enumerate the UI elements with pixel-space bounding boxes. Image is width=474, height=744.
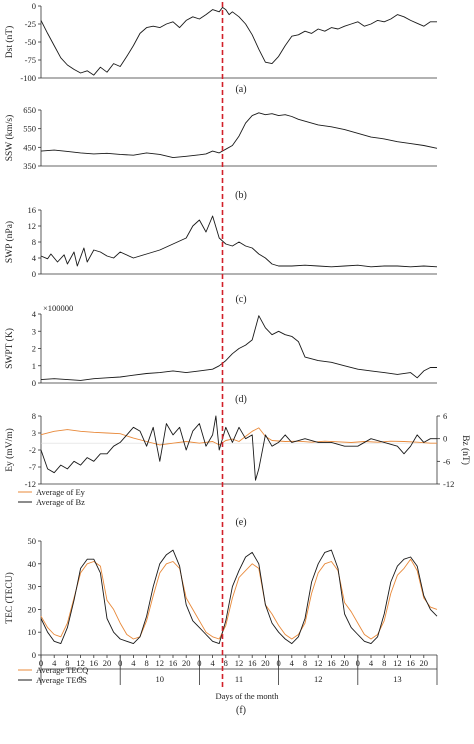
day-label: 12 — [314, 674, 323, 684]
y-tick-label: -75 — [25, 55, 36, 65]
legend-entry: Average TECS — [36, 675, 87, 685]
y-tick-label: 50 — [28, 536, 37, 546]
y-tick-label: -100 — [20, 73, 36, 83]
y-axis-label: TEC (TECU) — [4, 572, 15, 623]
y-axis-label: Dst (nT) — [4, 26, 15, 58]
x-tick-label: 16 — [90, 658, 99, 668]
x-tick-label: 4 — [369, 658, 374, 668]
x-tick-label: 20 — [340, 658, 349, 668]
y-tick-label: -2 — [29, 445, 36, 455]
panel-caption: (d) — [235, 394, 247, 405]
x-tick-label: 16 — [327, 658, 336, 668]
y-tick-label: 3 — [32, 428, 36, 438]
y-tick-label: 20 — [28, 604, 37, 614]
x-tick-label: 8 — [144, 658, 148, 668]
x-tick-label: 12 — [314, 658, 323, 668]
y-right-axis-label: Bz (nT) — [460, 435, 471, 465]
panel-caption: (c) — [235, 294, 246, 305]
y-tick-label: 650 — [23, 105, 36, 115]
x-tick-label: 8 — [303, 658, 307, 668]
series-line — [40, 549, 438, 645]
y-tick-label: -25 — [25, 19, 36, 29]
day-label: 11 — [235, 674, 243, 684]
y-tick-label: 0 — [32, 378, 36, 388]
series-line — [40, 112, 438, 159]
y-axis-label: Ey (mV/m) — [4, 428, 15, 472]
x-tick-label: 8 — [65, 658, 69, 668]
y-tick-label: 3 — [32, 326, 36, 336]
y-tick-label: 1 — [32, 361, 36, 371]
series-line — [40, 558, 438, 640]
scale-multiplier-label: ×100000 — [43, 303, 73, 313]
x-tick-label: 16 — [248, 658, 257, 668]
y-right-tick-label: -6 — [443, 456, 450, 466]
y-right-tick-label: 0 — [443, 434, 447, 444]
y-tick-label: 12 — [28, 221, 37, 231]
series-line — [40, 315, 437, 381]
y-tick-label: 8 — [32, 237, 36, 247]
y-axis-label: SWPT (K) — [4, 328, 15, 369]
x-tick-label: 12 — [156, 658, 165, 668]
y-tick-label: 16 — [28, 205, 37, 215]
y-tick-label: 550 — [23, 124, 36, 134]
legend-entry: Average of Bz — [36, 497, 85, 507]
y-axis-label: SSW (km/s) — [4, 115, 15, 162]
series-line — [40, 427, 437, 446]
x-tick-label: 20 — [420, 658, 429, 668]
series-line — [40, 215, 438, 268]
y-tick-label: 40 — [28, 559, 37, 569]
y-right-tick-label: -12 — [443, 479, 454, 489]
y-tick-label: 0 — [32, 650, 36, 660]
panel-caption: (b) — [235, 190, 247, 201]
y-tick-label: 10 — [28, 627, 37, 637]
x-tick-label: 4 — [131, 658, 136, 668]
panel-caption: (e) — [235, 517, 246, 528]
x-tick-label: 12 — [393, 658, 402, 668]
y-right-tick-label: 6 — [443, 411, 447, 421]
x-tick-label: 20 — [182, 658, 191, 668]
panel-caption: (a) — [235, 84, 246, 95]
y-tick-label: 30 — [28, 582, 37, 592]
x-tick-label: 4 — [52, 658, 57, 668]
series-line — [40, 415, 437, 481]
x-tick-label: 16 — [169, 658, 178, 668]
y-tick-label: 0 — [32, 1, 36, 11]
x-tick-label: 8 — [224, 658, 228, 668]
x-tick-label: 4 — [290, 658, 295, 668]
legend-entry: Average of Ey — [36, 487, 86, 497]
x-tick-label: 12 — [235, 658, 244, 668]
y-tick-label: -7 — [29, 462, 36, 472]
day-label: 9 — [78, 674, 82, 684]
x-tick-label: 16 — [406, 658, 415, 668]
y-tick-label: 4 — [32, 309, 37, 319]
x-axis-label: Days of the month — [215, 691, 279, 701]
day-label: 10 — [156, 674, 165, 684]
day-label: 13 — [393, 674, 402, 684]
panel-caption: (f) — [236, 705, 246, 716]
x-tick-label: 4 — [210, 658, 215, 668]
y-tick-label: -12 — [25, 479, 36, 489]
x-tick-label: 20 — [261, 658, 270, 668]
x-tick-label: 12 — [76, 658, 85, 668]
y-tick-label: 450 — [23, 142, 36, 152]
y-axis-label: SWP (nPa) — [4, 221, 15, 263]
y-tick-label: 2 — [32, 344, 36, 354]
y-tick-label: 350 — [23, 161, 36, 171]
y-tick-label: -50 — [25, 37, 36, 47]
series-line — [40, 6, 437, 76]
y-tick-label: 0 — [32, 269, 36, 279]
x-tick-label: 8 — [382, 658, 386, 668]
legend-entry: Average TECQ — [36, 665, 88, 675]
y-tick-label: 8 — [32, 411, 36, 421]
y-tick-label: 4 — [32, 253, 37, 263]
x-tick-label: 20 — [103, 658, 112, 668]
